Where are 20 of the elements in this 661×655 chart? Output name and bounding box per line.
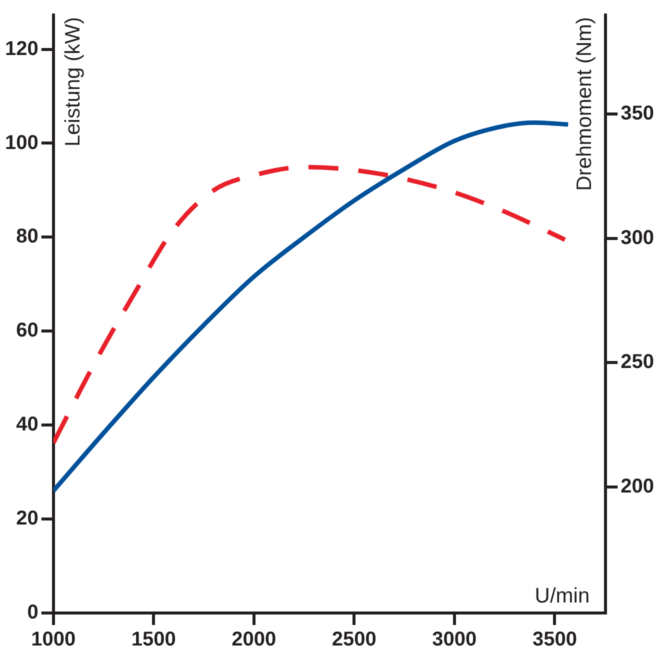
x-tick-label: 3500 (532, 628, 577, 651)
y-tick-label: 20 (16, 508, 38, 530)
y2-tick-label: 300 (620, 226, 654, 249)
y-tick-label: 60 (16, 320, 38, 342)
y2-tick-label: 250 (620, 351, 654, 374)
x-axis-title: U/min (534, 584, 590, 608)
x-tick-label: 1000 (31, 628, 76, 651)
y2-tick-label: 200 (620, 476, 654, 498)
y-tick-label: 120 (4, 38, 38, 60)
y-tick-label: 100 (4, 132, 38, 154)
y-tick-label: 0 (27, 602, 38, 624)
x-tick-label: 2500 (332, 628, 376, 651)
x-tick-label: 1500 (131, 628, 176, 651)
y-tick-label: 80 (16, 226, 38, 248)
y2-axis-title: Drehmoment (Nm) (572, 17, 596, 191)
y-axis-title: Leistung (kW) (62, 17, 85, 147)
y2-tick-label: 350 (620, 102, 654, 125)
x-tick-label: 2000 (232, 628, 276, 651)
x-tick-label: 3000 (432, 628, 477, 651)
y-tick-label: 40 (16, 414, 38, 436)
